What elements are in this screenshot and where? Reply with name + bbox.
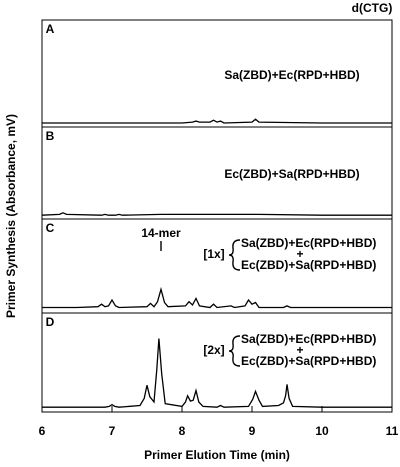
trace [42,286,392,309]
trace [41,212,392,216]
trace [42,118,392,124]
sample-label: Sa(ZBD)+Ec(RPD+HBD) [241,332,376,346]
annotation: 14-mer [141,226,181,240]
frame [41,19,393,413]
multiplier: [2x] [203,343,224,357]
sample-label: Sa(ZBD)+Ec(RPD+HBD) [241,236,376,250]
brace [228,239,241,271]
join-sign: + [296,343,303,357]
x-tick-label: 9 [249,424,256,438]
panel-letter: D [46,315,55,329]
x-axis-label: Primer Elution Time (min) [144,448,290,462]
sample-label: Ec(ZBD)+Sa(RPD+HBD) [241,354,376,368]
brace [228,335,241,367]
x-tick-label: 10 [315,424,329,438]
x-tick-label: 6 [39,424,46,438]
sample-label: Ec(ZBD)+Sa(RPD+HBD) [241,258,376,272]
multiplier: [1x] [203,247,224,261]
join-sign: + [296,247,303,261]
panel-letter: A [46,22,55,36]
sample-label: Ec(ZBD)+Sa(RPD+HBD) [224,167,359,181]
x-tick-label: 7 [109,424,116,438]
x-tick-label: 8 [179,424,186,438]
y-axis-label: Primer Synthesis (Absorbance, mV) [4,114,18,318]
figure-title: d(CTG) [352,1,393,15]
panel-letter: C [46,221,55,235]
trace [42,338,392,408]
x-tick-label: 11 [386,424,399,438]
sample-label: Sa(ZBD)+Ec(RPD+HBD) [224,68,359,82]
panel-letter: B [46,129,55,143]
